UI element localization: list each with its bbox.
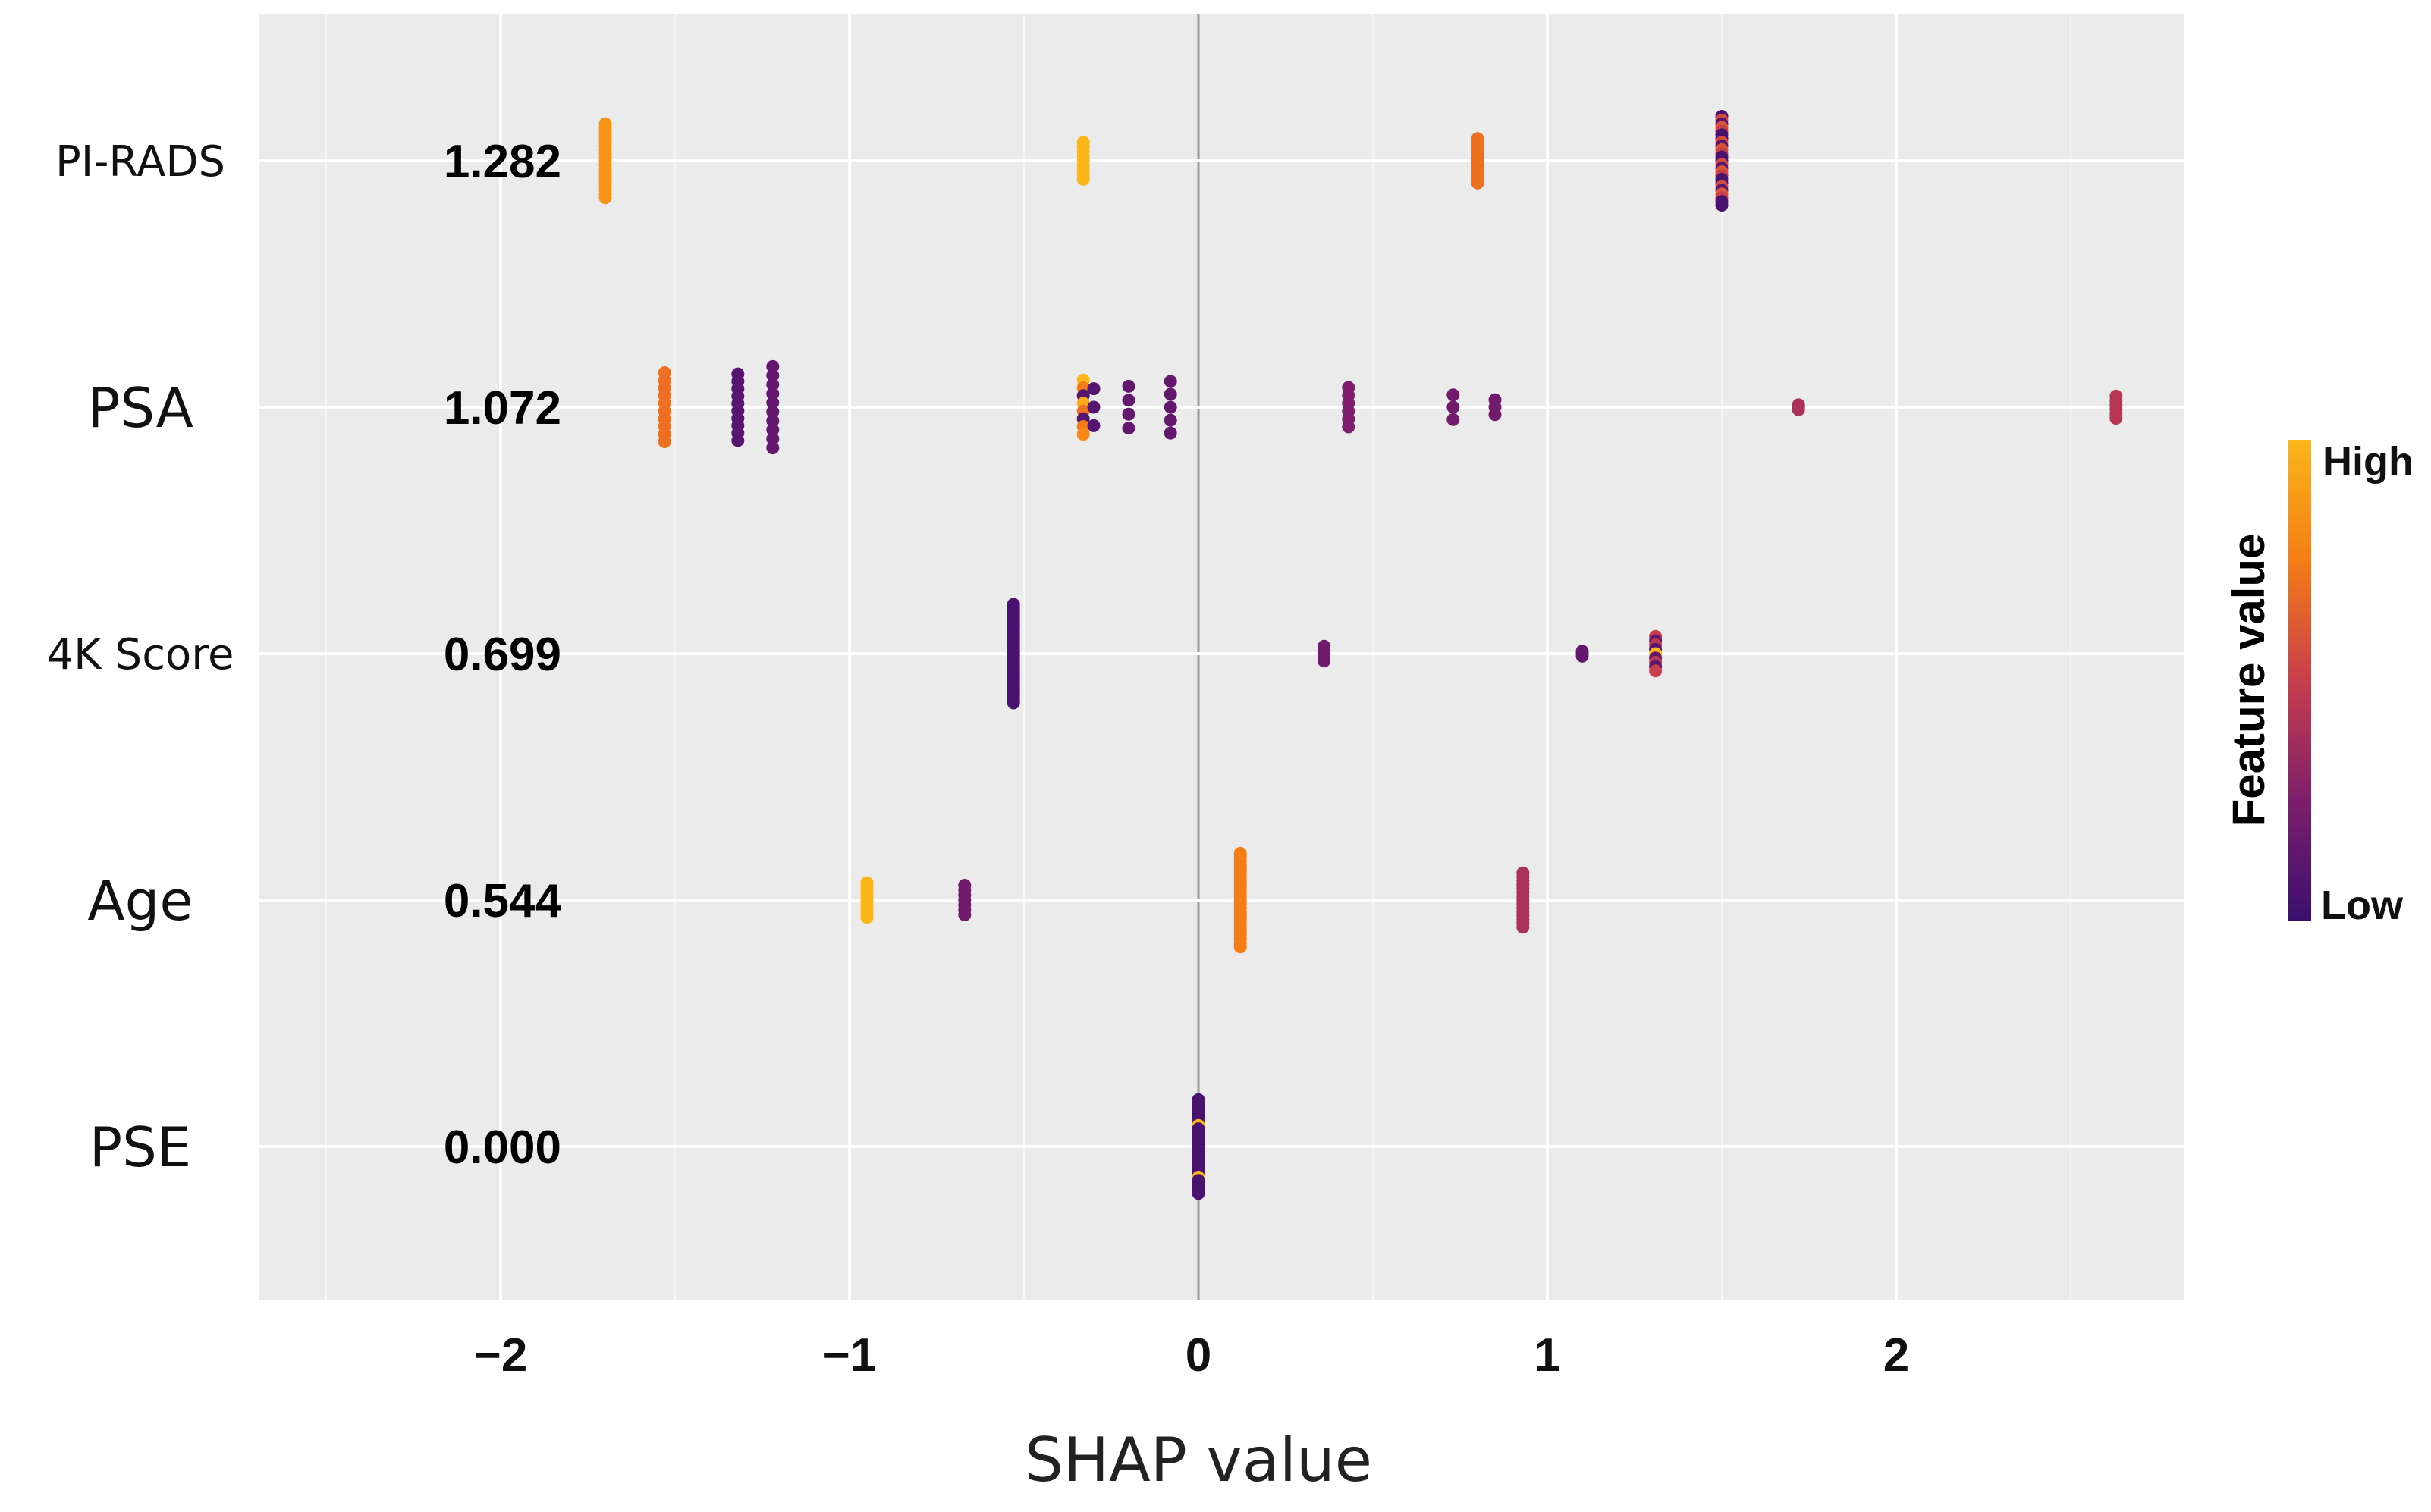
x-tick-label: −2 — [474, 1329, 528, 1382]
shap-point — [1122, 422, 1135, 435]
shap-point — [1164, 426, 1177, 440]
plot-background — [259, 14, 2184, 1300]
colorbar-legend: High Low Feature value — [2223, 439, 2414, 928]
shap-point — [598, 191, 612, 205]
feature-label: PSE — [90, 1115, 192, 1179]
feature-label: Age — [87, 869, 193, 933]
shap-point — [1076, 172, 1090, 186]
x-tick-label: −1 — [823, 1329, 877, 1382]
grid — [259, 14, 2184, 1300]
data-points — [598, 110, 2123, 1200]
shap-point — [1164, 413, 1177, 427]
shap-point — [1446, 400, 1460, 414]
x-tick-label: 0 — [1186, 1329, 1211, 1382]
x-axis-ticks: −2 −1 0 1 2 — [474, 1329, 1910, 1382]
shap-point — [1076, 428, 1090, 441]
shap-point — [1649, 664, 1663, 678]
feature-importance-value: 1.282 — [444, 136, 561, 188]
shap-point — [766, 405, 780, 419]
shap-point — [766, 423, 780, 437]
shap-point — [1164, 375, 1177, 388]
shap-point — [1122, 379, 1135, 393]
shap-point — [1516, 921, 1530, 934]
shap-point — [731, 434, 745, 447]
shap-point — [766, 432, 780, 446]
shap-point — [1164, 387, 1177, 401]
x-axis-title: SHAP value — [1025, 1425, 1372, 1495]
shap-point — [658, 435, 671, 448]
shap-point — [1342, 420, 1355, 434]
shap-point — [2109, 412, 2123, 425]
shap-point — [1192, 1187, 1205, 1200]
feature-labels: PI-RADS 1.282 PSA 1.072 4K Score 0.699 Age 0.54… — [47, 136, 562, 1179]
shap-point — [1488, 408, 1502, 422]
feature-importance-value: 0.544 — [444, 875, 562, 927]
colorbar — [2288, 440, 2311, 921]
shap-point — [766, 359, 780, 373]
shap-point — [1471, 176, 1484, 190]
shap-point — [1122, 394, 1135, 407]
legend-high-label: High — [2323, 439, 2414, 485]
shap-point — [1715, 199, 1729, 212]
shap-point — [766, 387, 780, 400]
x-tick-label: 2 — [1883, 1329, 1909, 1382]
shap-point — [1087, 419, 1101, 432]
shap-point — [766, 369, 780, 382]
legend-low-label: Low — [2321, 883, 2404, 928]
shap-point — [766, 378, 780, 391]
legend-title: Feature value — [2223, 534, 2274, 827]
shap-point — [1087, 382, 1101, 396]
shap-point — [1007, 696, 1020, 710]
shap-point — [1122, 407, 1135, 421]
shap-point — [860, 911, 874, 924]
shap-point — [1446, 388, 1460, 402]
feature-label: 4K Score — [47, 630, 234, 679]
feature-importance-value: 0.000 — [444, 1121, 561, 1174]
shap-point — [1318, 654, 1331, 668]
shap-point — [1575, 649, 1589, 663]
shap-point — [1446, 413, 1460, 426]
shap-point — [1164, 400, 1177, 414]
feature-importance-value: 0.699 — [444, 629, 561, 681]
x-tick-label: 1 — [1534, 1329, 1560, 1382]
shap-point — [766, 396, 780, 409]
shap-point — [958, 908, 972, 921]
feature-importance-value: 1.072 — [444, 382, 561, 434]
feature-label: PI-RADS — [55, 137, 225, 187]
shap-point — [1792, 403, 1805, 416]
feature-label: PSA — [87, 376, 193, 440]
shap-point — [766, 441, 780, 455]
shap-point — [1233, 940, 1247, 954]
shap-point — [766, 414, 780, 428]
shap-point — [1087, 400, 1101, 414]
